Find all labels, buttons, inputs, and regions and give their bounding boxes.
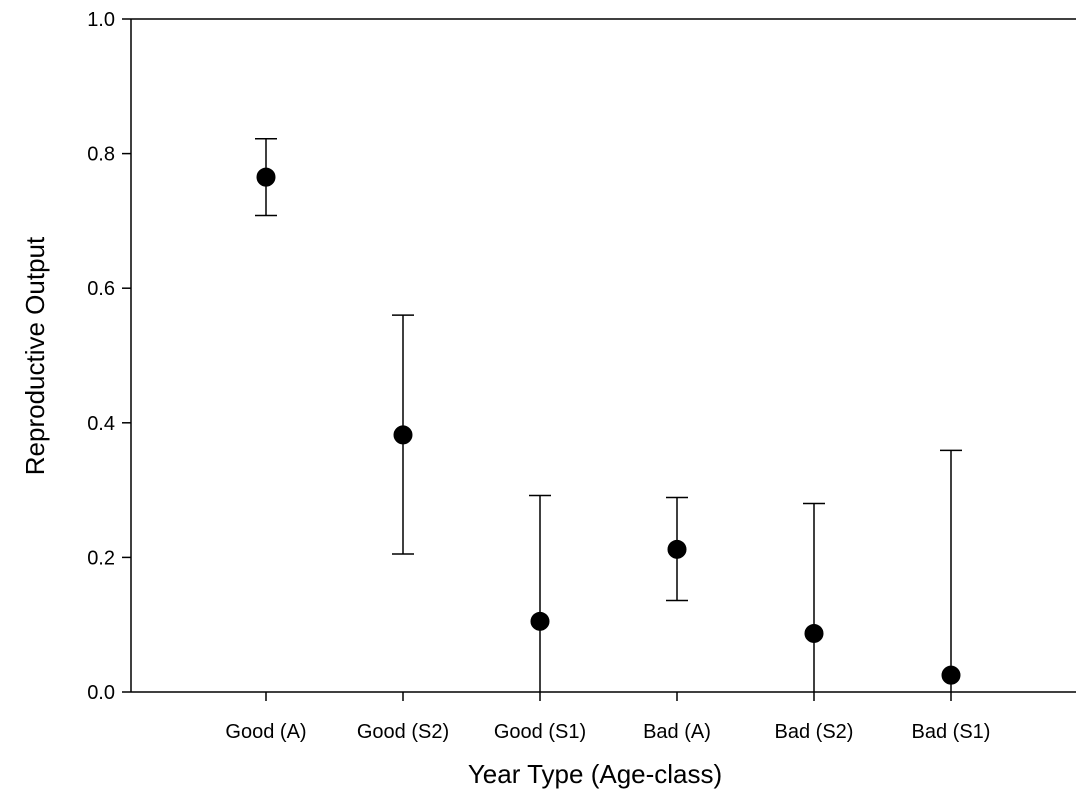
- x-axis-title: Year Type (Age-class): [468, 759, 722, 789]
- y-tick-label: 0.8: [87, 144, 115, 166]
- x-tick-label: Bad (S2): [775, 721, 854, 743]
- x-tick-label: Good (S1): [494, 721, 586, 743]
- data-point: [804, 623, 824, 643]
- y-tick-label: 0.6: [87, 278, 115, 300]
- y-tick-label: 0.4: [87, 413, 115, 435]
- y-tick-label: 1.0: [87, 9, 115, 31]
- data-points: [256, 167, 961, 685]
- error-bars: [255, 138, 962, 692]
- y-tick-label: 0.2: [87, 547, 115, 569]
- x-tick-label: Good (A): [225, 721, 306, 743]
- x-axis-ticks: Good (A) Good (S2) Good (S1) Bad (A) Bad (S2…: [225, 692, 990, 743]
- y-tick-label: 0.0: [87, 682, 115, 704]
- data-point: [256, 167, 276, 187]
- x-tick-label: Bad (S1): [912, 721, 991, 743]
- x-tick-label: Bad (A): [643, 721, 711, 743]
- y-axis-title: Reproductive Output: [20, 236, 50, 475]
- y-axis-ticks: 0.0 0.2 0.4 0.6 0.8 1.0: [87, 9, 131, 704]
- data-point: [941, 665, 961, 685]
- x-tick-label: Good (S2): [357, 721, 449, 743]
- data-point: [530, 611, 550, 631]
- data-point: [393, 425, 413, 445]
- data-point: [667, 539, 687, 559]
